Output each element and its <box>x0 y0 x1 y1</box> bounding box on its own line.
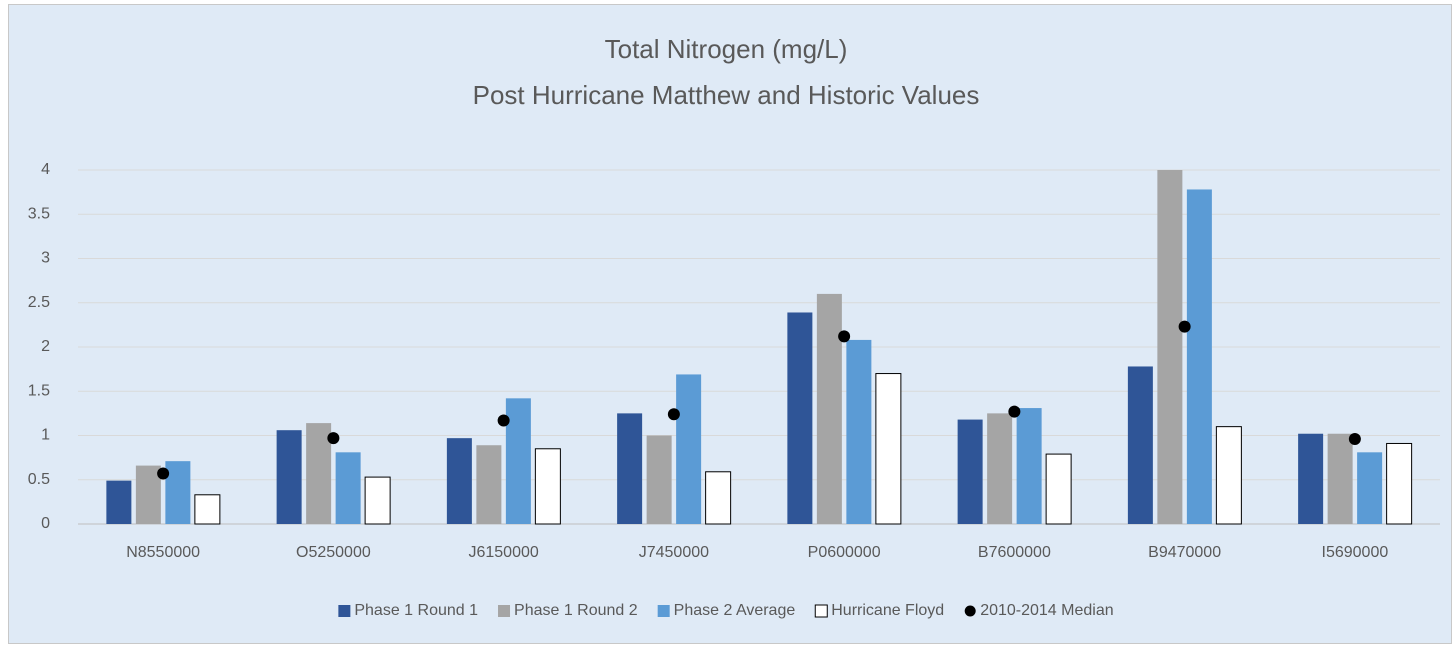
legend-marker <box>498 605 511 617</box>
legend-label: Hurricane Floyd <box>831 602 944 619</box>
bar <box>194 494 221 525</box>
bar <box>1186 189 1212 524</box>
median-dot <box>327 432 340 445</box>
y-tick-label: 3.5 <box>28 205 50 222</box>
median-dot <box>497 414 510 427</box>
x-tick-label: B7600000 <box>978 544 1051 561</box>
bar <box>1298 433 1324 524</box>
legend-label: 2010-2014 Median <box>980 602 1113 619</box>
x-tick-label: P0600000 <box>808 544 881 561</box>
bar <box>1386 442 1413 525</box>
median-dot <box>838 330 851 343</box>
chart-subtitle: Post Hurricane Matthew and Historic Valu… <box>473 80 980 110</box>
bar <box>1327 433 1353 524</box>
chart-title: Total Nitrogen (mg/L) <box>605 34 848 64</box>
bar <box>816 293 842 524</box>
median-dot <box>1178 320 1191 333</box>
legend-label: Phase 1 Round 1 <box>354 602 478 619</box>
bar <box>1016 408 1042 524</box>
bar <box>617 413 643 524</box>
y-tick-label: 1.5 <box>28 382 50 399</box>
bar <box>787 312 813 524</box>
x-tick-label: J7450000 <box>639 544 709 561</box>
bar <box>135 465 161 524</box>
legend-marker <box>657 605 670 617</box>
bar <box>957 419 983 524</box>
bar <box>676 374 702 524</box>
bar <box>364 476 391 525</box>
bar <box>306 423 332 524</box>
median-dot <box>157 467 170 480</box>
x-tick-label: B9470000 <box>1148 544 1221 561</box>
median-dot <box>1008 405 1021 418</box>
bar <box>646 435 672 524</box>
bar <box>1045 453 1072 525</box>
legend-label: Phase 2 Average <box>674 602 796 619</box>
y-tick-label: 4 <box>41 161 50 178</box>
bar <box>476 445 502 524</box>
y-tick-label: 0 <box>41 515 50 532</box>
bar <box>846 339 872 524</box>
bar <box>875 373 902 525</box>
bar <box>106 480 132 524</box>
legend-label: Phase 1 Round 2 <box>514 602 638 619</box>
bar <box>165 461 191 524</box>
legend-marker <box>814 604 828 618</box>
median-dot <box>667 408 680 421</box>
legend-marker <box>338 605 351 617</box>
x-tick-label: J6150000 <box>468 544 538 561</box>
x-tick-label: O5250000 <box>296 544 371 561</box>
bar <box>276 430 302 524</box>
bar <box>335 452 361 524</box>
x-tick-label: I5690000 <box>1322 544 1389 561</box>
bar <box>446 438 472 524</box>
bar <box>705 471 732 525</box>
y-tick-label: 2.5 <box>28 294 50 311</box>
bar <box>534 448 561 525</box>
x-tick-label: N8550000 <box>126 544 200 561</box>
y-tick-label: 2 <box>41 338 50 355</box>
legend-marker <box>964 605 976 617</box>
bar <box>1157 170 1183 524</box>
bar <box>505 398 531 524</box>
bar <box>987 413 1013 524</box>
median-dot <box>1348 433 1361 446</box>
y-tick-label: 0.5 <box>28 471 50 488</box>
bar <box>1127 366 1153 524</box>
y-tick-label: 1 <box>41 427 50 444</box>
bar <box>1357 452 1383 524</box>
y-tick-label: 3 <box>41 250 50 267</box>
bar <box>1215 426 1242 525</box>
